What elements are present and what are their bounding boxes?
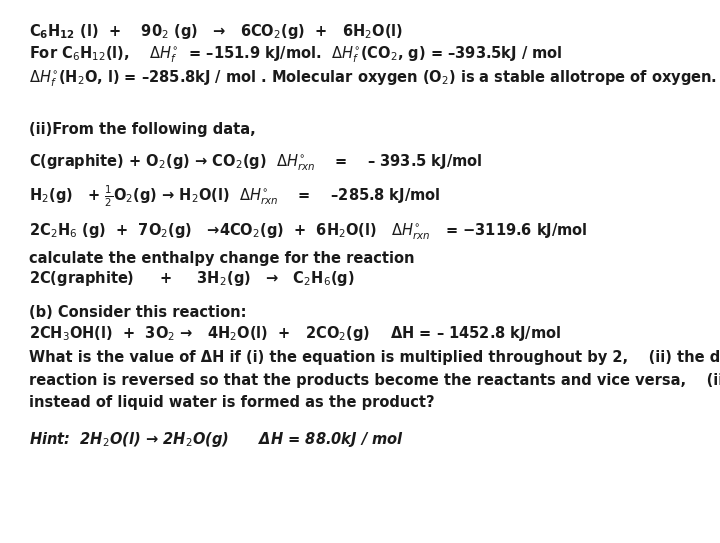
- Text: Hint:  2H$_2$O(l) → 2H$_2$O(g)      ΔH = 88.0kJ / mol: Hint: 2H$_2$O(l) → 2H$_2$O(g) ΔH = 88.0k…: [29, 431, 404, 449]
- Text: 2C$_2$H$_6$ (g)  +  7O$_2$(g)   →4CO$_2$(g)  +  6H$_2$O(l)   $\mathit{\Delta H^{: 2C$_2$H$_6$ (g) + 7O$_2$(g) →4CO$_2$(g) …: [29, 221, 588, 242]
- Text: (ii)From the following data,: (ii)From the following data,: [29, 122, 256, 137]
- Text: $\mathit{\Delta H^{\circ}_f}$(H$_2$O, l) = –285.8kJ / mol . Molecular oxygen (O$: $\mathit{\Delta H^{\circ}_f}$(H$_2$O, l)…: [29, 68, 717, 89]
- Text: 2CH$_3$OH(l)  +  3O$_2$ →   4H$_2$O(l)  +   2CO$_2$(g)    ΔH = – 1452.8 kJ/mol: 2CH$_3$OH(l) + 3O$_2$ → 4H$_2$O(l) + 2CO…: [29, 325, 561, 343]
- Text: C(graphite) + O$_2$(g) → CO$_2$(g)  $\mathit{\Delta H^{\circ}_{rxn}}$    =    – : C(graphite) + O$_2$(g) → CO$_2$(g) $\mat…: [29, 153, 482, 173]
- Text: 2C(graphite)     +     3H$_2$(g)   →   C$_2$H$_6$(g): 2C(graphite) + 3H$_2$(g) → C$_2$H$_6$(g): [29, 269, 354, 287]
- Text: calculate the enthalpy change for the reaction: calculate the enthalpy change for the re…: [29, 251, 414, 266]
- Text: (b) Consider this reaction:: (b) Consider this reaction:: [29, 305, 246, 320]
- Text: instead of liquid water is formed as the product?: instead of liquid water is formed as the…: [29, 395, 434, 411]
- Text: reaction is reversed so that the products become the reactants and vice versa,  : reaction is reversed so that the product…: [29, 372, 720, 388]
- Text: What is the value of ΔH if (i) the equation is multiplied throughout by 2,    (i: What is the value of ΔH if (i) the equat…: [29, 350, 720, 365]
- Text: $\mathregular{C_6H_{12}}$ (l)  +    90$_2$ (g)   →   6CO$_2$(g)  +   6H$_2$O(l): $\mathregular{C_6H_{12}}$ (l) + 90$_2$ (…: [29, 22, 403, 41]
- Text: H$_2$(g)   + $\frac{1}{2}$O$_2$(g) → H$_2$O(l)  $\mathit{\Delta H^{\circ}_{rxn}}: H$_2$(g) + $\frac{1}{2}$O$_2$(g) → H$_2$…: [29, 184, 441, 209]
- Text: For C$_6$H$_{12}$(l),    $\mathit{\Delta H^{\circ}_f}$  = –151.9 kJ/mol.  $\math: For C$_6$H$_{12}$(l), $\mathit{\Delta H^…: [29, 44, 562, 65]
